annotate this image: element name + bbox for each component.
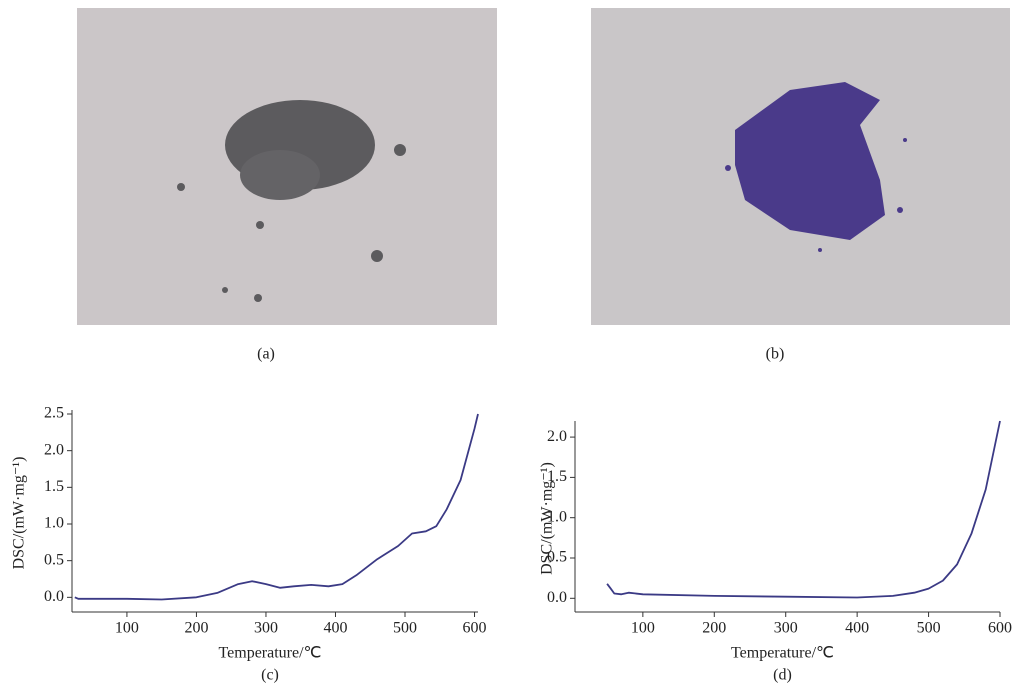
y-tick-label: 1.5 [547, 468, 567, 485]
x-axis-label: Temperature/℃ [731, 645, 834, 662]
y-tick-label: 1.0 [44, 515, 64, 532]
x-tick-label: 200 [184, 620, 208, 637]
y-tick-label: 2.5 [44, 405, 64, 422]
caption: (c) [261, 667, 279, 684]
caption: (a) [257, 346, 275, 363]
x-tick-label: 500 [917, 620, 941, 637]
x-tick-label: 300 [254, 620, 278, 637]
x-axis-label: Temperature/℃ [218, 645, 321, 662]
line-series [74, 413, 479, 601]
photo-a [77, 8, 497, 325]
line-series [606, 420, 1001, 599]
x-tick-label: 500 [393, 620, 417, 637]
y-tick-label: 2.0 [44, 441, 64, 458]
y-tick-label: 0.5 [44, 551, 64, 568]
caption: (d) [773, 667, 792, 684]
y-tick-label: 0.0 [547, 589, 567, 606]
x-tick-label: 400 [323, 620, 347, 637]
x-tick-label: 400 [845, 620, 869, 637]
x-tick-label: 200 [702, 620, 726, 637]
x-tick-label: 300 [774, 620, 798, 637]
y-axis-label: DSC/(mW·mg⁻¹) [11, 457, 28, 570]
y-tick-label: 0.5 [547, 549, 567, 566]
photo-b [591, 8, 1010, 325]
y-tick-label: 2.0 [547, 428, 567, 445]
x-tick-label: 100 [631, 620, 655, 637]
y-tick-label: 0.0 [44, 588, 64, 605]
x-tick-label: 100 [115, 620, 139, 637]
x-tick-label: 600 [463, 620, 487, 637]
y-tick-label: 1.0 [547, 508, 567, 525]
x-tick-label: 600 [988, 620, 1012, 637]
caption: (b) [766, 346, 785, 363]
y-axis-label: DSC/(mW·mg⁻¹) [539, 462, 556, 575]
y-tick-label: 1.5 [44, 478, 64, 495]
